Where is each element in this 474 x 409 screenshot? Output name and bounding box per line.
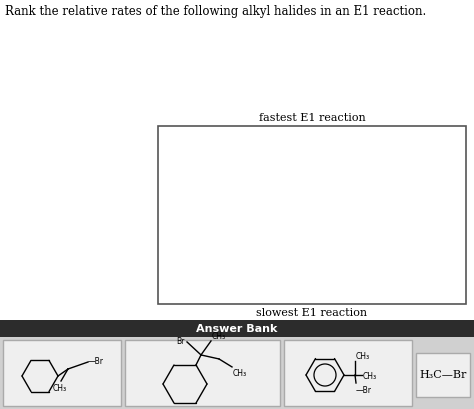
Bar <box>0 337 474 409</box>
Text: Rank the relative rates of the following alkyl halides in an E1 reaction.: Rank the relative rates of the following… <box>5 5 426 18</box>
Text: CH₃: CH₃ <box>363 372 377 380</box>
Text: CH₃: CH₃ <box>53 383 67 392</box>
Bar <box>3 340 121 406</box>
Text: fastest E1 reaction: fastest E1 reaction <box>259 113 365 123</box>
Bar <box>416 353 470 397</box>
Bar <box>158 127 466 304</box>
Text: CH₃: CH₃ <box>233 368 247 377</box>
Text: CH₃: CH₃ <box>356 351 370 360</box>
Text: —Br: —Br <box>356 385 372 394</box>
Text: H₃C—Br: H₃C—Br <box>419 369 467 379</box>
Text: Br: Br <box>177 337 185 346</box>
Bar <box>284 340 412 406</box>
Text: slowest E1 reaction: slowest E1 reaction <box>256 307 367 317</box>
Text: —Br: —Br <box>88 357 104 366</box>
Text: CH₃: CH₃ <box>212 331 226 340</box>
Bar <box>125 340 280 406</box>
Bar <box>0 320 474 337</box>
Text: Answer Bank: Answer Bank <box>196 324 278 334</box>
